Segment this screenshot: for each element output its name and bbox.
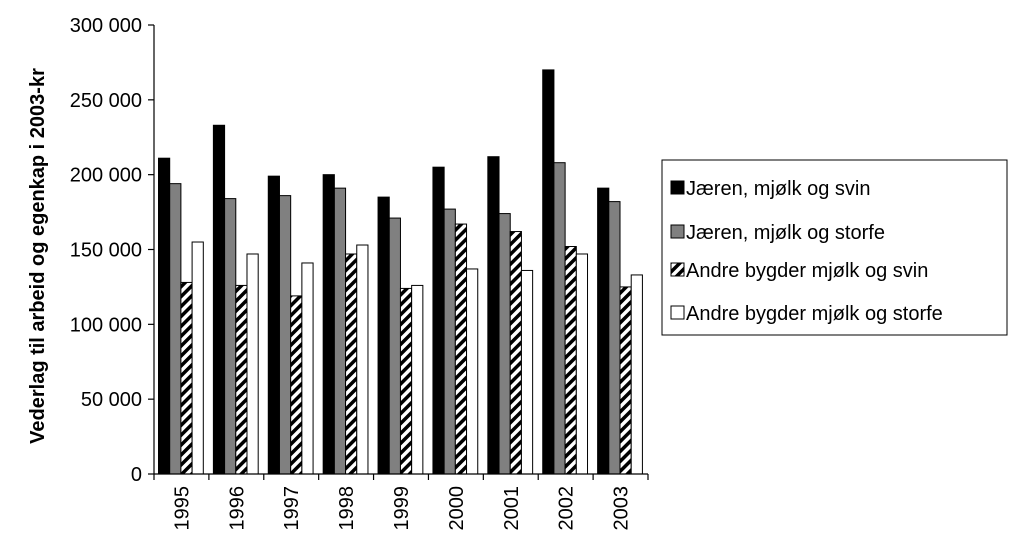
bar-1998-series-1 bbox=[322, 174, 335, 475]
bar-1999-series-3 bbox=[399, 287, 413, 475]
bar-1999-series-4 bbox=[411, 284, 424, 475]
bar-2000-series-3 bbox=[454, 223, 468, 475]
legend-swatch-series-1 bbox=[670, 180, 685, 195]
bar-2002-series-3 bbox=[564, 246, 577, 475]
bar-1997-series-2 bbox=[278, 195, 292, 475]
y-tick-label: 150 000 bbox=[70, 240, 142, 262]
bar-2000-series-1 bbox=[432, 166, 445, 475]
y-tick-label: 200 000 bbox=[70, 165, 142, 187]
plot-area: 0 50 000 100 000 150 000 200 000 250 000 300 0… bbox=[70, 15, 649, 531]
y-tick-label: 50 000 bbox=[81, 389, 142, 411]
bar-1999-series-2 bbox=[388, 217, 401, 475]
bar-2001-series-2 bbox=[498, 213, 511, 475]
bar-1997-series-4 bbox=[301, 262, 314, 475]
bar-2002-series-1 bbox=[542, 69, 555, 475]
x-tick-label: 2000 bbox=[446, 486, 468, 531]
legend-box bbox=[661, 159, 1008, 336]
legend-label-series-1: Jæren, mjølk og svin bbox=[686, 178, 871, 200]
y-axis-title: Vederlag til arbeid og egenkap i 2003-kr bbox=[27, 68, 49, 444]
bar-2002-series-2 bbox=[553, 162, 566, 475]
legend-label-series-4: Andre bygder mjølk og storfe bbox=[686, 303, 943, 325]
x-tick-label: 2002 bbox=[556, 486, 578, 531]
x-tick-label: 2003 bbox=[611, 486, 633, 531]
bar-1996-series-3 bbox=[235, 284, 248, 475]
legend-label-series-3: Andre bygder mjølk og svin bbox=[686, 260, 928, 282]
bar-2003-series-1 bbox=[597, 187, 610, 475]
bar-1997-series-1 bbox=[267, 175, 280, 475]
bar-1998-series-4 bbox=[356, 244, 369, 475]
x-tick-label: 1997 bbox=[281, 486, 303, 531]
x-tick-label: 1998 bbox=[336, 486, 358, 531]
y-tick-label: 300 000 bbox=[70, 15, 142, 37]
legend-swatch-series-4 bbox=[670, 305, 685, 320]
x-tick-label: 1999 bbox=[391, 486, 413, 531]
bar-1995-series-3 bbox=[180, 281, 193, 475]
bar-1999-series-1 bbox=[377, 196, 390, 475]
bar-1995-series-1 bbox=[158, 157, 171, 475]
bar-2001-series-1 bbox=[487, 156, 500, 475]
bar-2000-series-2 bbox=[443, 208, 456, 475]
bar-1996-series-2 bbox=[224, 198, 237, 475]
x-tick-label: 1995 bbox=[171, 486, 193, 531]
bar-1996-series-1 bbox=[212, 124, 226, 475]
bar-2002-series-4 bbox=[575, 253, 589, 475]
bar-1996-series-4 bbox=[246, 253, 259, 475]
y-tick-label: 0 bbox=[131, 464, 142, 486]
y-axis-title-group: Vederlag til arbeid og egenkap i 2003-kr bbox=[27, 68, 49, 444]
legend-swatch-series-3 bbox=[670, 262, 685, 277]
bar-1998-series-3 bbox=[345, 253, 358, 475]
x-tick-label: 2001 bbox=[501, 486, 523, 531]
bar-2000-series-4 bbox=[466, 268, 479, 475]
y-tick-label: 250 000 bbox=[70, 90, 142, 112]
bar-1998-series-2 bbox=[333, 187, 347, 475]
bar-2001-series-3 bbox=[509, 231, 522, 475]
legend-swatch-series-2 bbox=[670, 224, 685, 239]
bar-2003-series-2 bbox=[608, 201, 621, 475]
bar-2003-series-3 bbox=[619, 286, 632, 475]
bar-1997-series-3 bbox=[290, 295, 303, 475]
x-tick-label: 1996 bbox=[226, 486, 248, 531]
legend-label-series-2: Jæren, mjølk og storfe bbox=[686, 222, 885, 244]
legend: Jæren, mjølk og svin Jæren, mjølk og stor… bbox=[661, 159, 1008, 336]
bar-2001-series-4 bbox=[520, 269, 534, 475]
y-tick-label: 100 000 bbox=[70, 314, 142, 336]
bar-2003-series-4 bbox=[630, 274, 643, 475]
bar-1995-series-2 bbox=[169, 183, 182, 475]
bar-1995-series-4 bbox=[191, 241, 204, 475]
